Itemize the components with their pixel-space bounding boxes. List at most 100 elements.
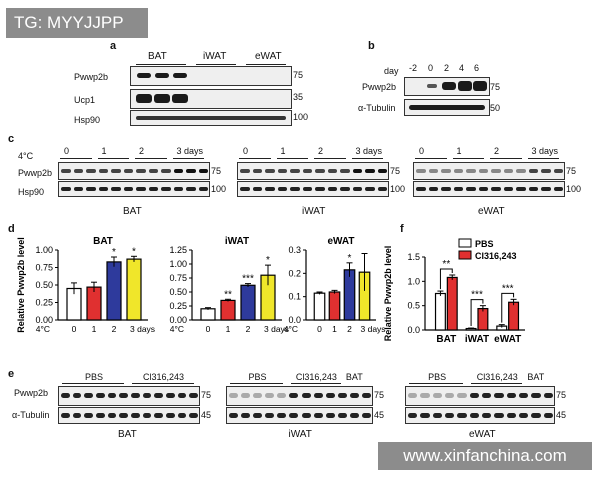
pbs-bar-e-1 xyxy=(230,383,283,384)
panel-label-b: b xyxy=(368,40,375,52)
x-tick-label-0-2: 2 xyxy=(112,324,117,334)
day-label-c-2-1: 1 xyxy=(456,146,462,156)
day-bar-c-2-3 xyxy=(527,158,559,159)
row-label-pwwp2b-a: Pwwp2b xyxy=(74,72,109,82)
tissue-label-c-2: eWAT xyxy=(478,206,505,217)
marker-a-100: 100 xyxy=(293,112,309,122)
day-tick-4: 6 xyxy=(474,63,480,73)
day-label-c-0-2: 2 xyxy=(139,146,145,156)
x-tick-label-3-2: eWAT xyxy=(494,334,521,345)
x-tick-label-1-2: 2 xyxy=(246,324,251,334)
day-label-c-2-3: 3 days xyxy=(531,146,559,156)
tissue-label-c-0: BAT xyxy=(123,206,142,217)
group-label-iwat: iWAT xyxy=(203,51,227,62)
panel-label-d: d xyxy=(8,223,15,235)
watermark-bottom: www.xinfanchina.com xyxy=(378,442,592,470)
x-tick-label-2-2: 2 xyxy=(347,324,352,334)
y-tick-label-3-3: 1.5 xyxy=(407,252,420,262)
day-label-c-0-0: 0 xyxy=(64,146,70,156)
x-tick-label-2-1: 1 xyxy=(332,324,337,334)
x-tick-label-2-0: 0 xyxy=(317,324,322,334)
blot-a-hsp90 xyxy=(130,110,292,126)
y-tick-label-3-1: 0.5 xyxy=(407,301,420,311)
bar-0-3 xyxy=(126,258,142,321)
bar-0-1 xyxy=(86,286,102,321)
tissue-label-e-2: eWAT xyxy=(469,429,496,440)
day-bar-c-1-2 xyxy=(314,158,346,159)
y-tick-label-0-1: 0.25 xyxy=(35,298,53,308)
blot-a-ucp1 xyxy=(130,89,292,109)
sig-2-2: * xyxy=(348,253,352,264)
y-tick-label-2-3: 0.3 xyxy=(288,245,301,255)
x-tick-label-0-0: 0 xyxy=(72,324,77,334)
sig-bracket-3-0 xyxy=(439,268,453,290)
marker-e-45-0: 45 xyxy=(201,410,212,420)
day-bar-c-0-3 xyxy=(172,158,204,159)
panel-label-e: e xyxy=(8,368,15,380)
row-label-tubulin-b: α-Tubulin xyxy=(358,103,396,113)
marker-e-75-0: 75 xyxy=(201,390,212,400)
x-tick-label-1-0: 0 xyxy=(206,324,211,334)
group-bar-iwat xyxy=(196,64,236,65)
day-label-c-1-3: 3 days xyxy=(355,146,383,156)
x-prefix-2: 4°C xyxy=(284,324,298,334)
y-label-3: Relative Pwwp2b level xyxy=(383,246,393,342)
sig-0-2: * xyxy=(112,247,116,258)
blot-e-tubulin-0 xyxy=(58,407,200,424)
y-label-0: Relative Pwwp2b level xyxy=(16,237,26,333)
blot-c-pwwp2b-0 xyxy=(58,162,210,180)
sig-3-2: *** xyxy=(502,283,514,294)
y-tick-label-0-0: 0.00 xyxy=(35,315,53,325)
bar-2-2 xyxy=(343,269,356,321)
day-label-c-1-0: 0 xyxy=(243,146,249,156)
legend-label-3-0: PBS xyxy=(475,239,494,249)
sig-bracket-3-1 xyxy=(470,299,484,327)
day-label-c-2-0: 0 xyxy=(419,146,425,156)
watermark-top: TG: MYYJJPP xyxy=(6,8,148,38)
day-label-c-0-1: 1 xyxy=(101,146,107,156)
sig-bracket-3-2 xyxy=(501,292,515,323)
day-bar-c-1-1 xyxy=(276,158,308,159)
bar-2-0 xyxy=(313,292,326,321)
marker-a-35: 35 xyxy=(293,92,304,102)
y-tick-label-1-0: 0.00 xyxy=(169,315,187,325)
bar-1-1 xyxy=(220,299,236,321)
panel-label-c: c xyxy=(8,133,15,145)
y-tick-label-2-0: 0.0 xyxy=(288,315,301,325)
marker-c-75-2: 75 xyxy=(566,166,577,176)
y-tick-label-1-4: 1.00 xyxy=(169,259,187,269)
day-label: day xyxy=(384,66,399,76)
bar-1-2 xyxy=(240,284,256,321)
panel-label-a: a xyxy=(110,40,117,52)
blot-e-pwwp2b-0 xyxy=(58,386,200,406)
blot-c-hsp90-1 xyxy=(237,181,389,197)
cl-bar-e-1 xyxy=(290,383,341,384)
y-tick-label-2-1: 0.1 xyxy=(288,292,301,302)
y-tick-label-2-2: 0.2 xyxy=(288,268,301,278)
day-bar-c-2-2 xyxy=(490,158,522,159)
row-label-hsp90-c: Hsp90 xyxy=(18,187,45,197)
y-tick-label-1-5: 1.25 xyxy=(169,245,187,255)
day-bar-c-0-0 xyxy=(60,158,92,159)
y-tick-label-3-0: 0.0 xyxy=(407,325,420,335)
legend-swatch-3-0 xyxy=(458,238,472,248)
marker-e-75-2: 75 xyxy=(556,390,567,400)
x-tick-label-1-1: 1 xyxy=(226,324,231,334)
marker-c-100-0: 100 xyxy=(211,184,227,194)
x-tick-label-0-1: 1 xyxy=(92,324,97,334)
row-label-pwwp2b-c: Pwwp2b xyxy=(18,168,53,178)
group-bar-bat xyxy=(136,64,186,65)
group-label-bat: BAT xyxy=(148,51,167,62)
day-bar-c-0-1 xyxy=(97,158,129,159)
day-bar-c-1-0 xyxy=(239,158,271,159)
blot-e-tubulin-2 xyxy=(405,407,555,424)
blot-c-hsp90-0 xyxy=(58,181,210,197)
tissue-label-c-1: iWAT xyxy=(302,206,326,217)
blot-c-hsp90-2 xyxy=(413,181,565,197)
x-tick-label-0-3: 3 days xyxy=(130,324,155,334)
cl-label-e-1: Cl316,243 xyxy=(295,372,337,382)
y-tick-label-1-2: 0.50 xyxy=(169,287,187,297)
sig-1-2: *** xyxy=(242,274,254,285)
bar-0-2 xyxy=(106,261,122,321)
bar-1-0 xyxy=(200,308,216,321)
